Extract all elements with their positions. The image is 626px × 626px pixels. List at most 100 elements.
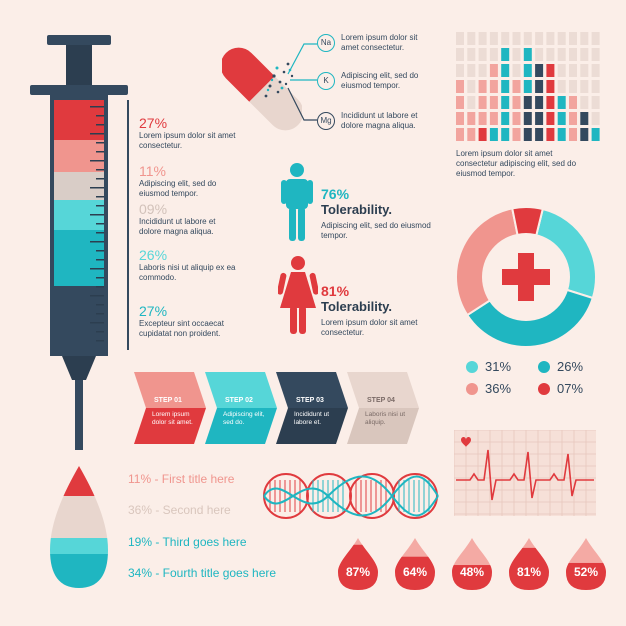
step-text: Incididunt ut labore et. [294, 411, 330, 426]
dna-bar [408, 480, 410, 512]
dna-bar [428, 480, 430, 512]
step-arrow-bottom [347, 408, 419, 444]
dna-bar [332, 480, 334, 512]
bar-matrix-cell [467, 80, 476, 93]
bar-matrix-cell [591, 32, 600, 45]
step-arrow-bottom [205, 408, 277, 444]
drop [338, 538, 378, 590]
dna-bar [375, 480, 377, 512]
bar-matrix-cell [501, 32, 510, 45]
bar-matrix-cell [489, 112, 498, 125]
medical-cross-icon [502, 253, 550, 301]
bar-matrix-cell [580, 80, 589, 93]
bar-matrix-cell [569, 32, 577, 45]
bar-matrix-cell [557, 80, 566, 93]
bar-matrix-cell [456, 112, 464, 125]
dna-bar [413, 480, 415, 512]
bar-matrix-cell [467, 32, 476, 45]
tolerability-1-pct: 76% [321, 186, 350, 202]
syringe-tick [96, 196, 104, 198]
bar-matrix-cell [546, 48, 555, 61]
syringe-label: 26% Laboris nisi ut aliquip ex ea commodo… [139, 248, 239, 283]
syringe-segment [54, 140, 104, 172]
syringe-tick [96, 205, 104, 207]
heart-icon [461, 437, 471, 447]
tolerability-1-text: Adipiscing elit, sed do eiusmod tempor. [321, 221, 431, 240]
drop [395, 538, 435, 590]
ecg-monitor [454, 430, 596, 516]
tolerability-2: 81% Tolerability. Lorem ipsum dolor sit … [321, 283, 431, 338]
bar-matrix-cell [591, 112, 600, 125]
molecule-bubble: Na [317, 34, 335, 52]
bar-matrix-cell [478, 112, 487, 125]
bar-matrix-cell [580, 128, 589, 141]
dna-bar [342, 480, 344, 512]
tolerability-1-title: Tolerability. [321, 202, 393, 217]
syringe-tick [90, 295, 104, 297]
bar-matrix-cell [557, 128, 566, 141]
legend-dot [538, 382, 550, 395]
molecule-bubble: K [317, 72, 335, 90]
bar-matrix-cell [546, 64, 555, 77]
dna-bar [274, 480, 276, 512]
bar-matrix-cell [523, 80, 532, 93]
bar-matrix-cell [535, 128, 544, 141]
syringe-tick [96, 124, 104, 126]
dna-bar [279, 480, 281, 512]
legend-dot [466, 382, 478, 395]
bar-matrix-cell [546, 112, 555, 125]
bar-matrix-cell [489, 128, 498, 141]
donut-legend-item: 26% [538, 359, 583, 374]
drop [509, 538, 549, 590]
syringe-scale-line [127, 100, 129, 350]
bar-matrix-cell [591, 128, 600, 141]
step-arrow-bottom [276, 408, 348, 444]
bar-matrix-cell [523, 96, 532, 109]
dna-ring [349, 473, 395, 519]
dna-bar [380, 480, 382, 512]
syringe-tick [96, 277, 104, 279]
drop-pct: 87% [346, 565, 370, 579]
syringe-tick [96, 151, 104, 153]
bar-matrix-cell [580, 112, 589, 125]
syringe-label-pct: 09% [139, 201, 168, 217]
step-arrow-top [276, 372, 348, 408]
bar-matrix-cell [569, 48, 577, 61]
bar-matrix-cell [557, 32, 566, 45]
bar-matrix-cell [580, 64, 589, 77]
bar-matrix-cell [580, 96, 589, 109]
syringe-segment [54, 230, 104, 286]
dna-bar [403, 480, 405, 512]
syringe-tick [96, 286, 104, 288]
step-title: STEP 03 [296, 397, 324, 404]
bar-matrix-cell [546, 96, 555, 109]
bar-matrix-cell [569, 80, 577, 93]
syringe-tick [96, 313, 104, 315]
bar-matrix-cell [557, 112, 566, 125]
molecule-bubble: Mg [317, 112, 335, 130]
dna-strand [263, 475, 439, 517]
bar-matrix-cell [512, 96, 521, 109]
dna-bar [423, 480, 425, 512]
male-figure-icon [281, 163, 313, 241]
bar-matrix-cell [512, 80, 521, 93]
syringe-tick [90, 160, 104, 162]
bar-matrix-cell [478, 96, 487, 109]
syringe-tick [90, 241, 104, 243]
dna-bar [269, 480, 271, 512]
dna-rings [263, 473, 439, 519]
syringe-tick [90, 133, 104, 135]
syringe-label-text: Laboris nisi ut aliquip ex ea commodo. [139, 263, 236, 282]
bar-matrix-caption: Lorem ipsum dolor sit amet consectetur a… [456, 149, 577, 178]
bar-matrix-cell [557, 96, 566, 109]
syringe-label: 27% Lorem ipsum dolor sit amet consectetu… [139, 116, 239, 151]
molecule-text: Incididunt ut labore et dolore magna ali… [341, 111, 418, 130]
molecule-text: Adipiscing elit, sed do eiusmod tempor. [341, 71, 419, 90]
step-text: Adipiscing elit, sed do. [223, 411, 265, 426]
dna-bar [299, 480, 301, 512]
bar-matrix-cell [467, 64, 476, 77]
syringe-tick [96, 232, 104, 234]
step-text: Laboris nisi ut aliquip. [365, 411, 406, 426]
syringe-label-pct: 26% [139, 247, 168, 263]
bar-matrix-cell [501, 128, 510, 141]
